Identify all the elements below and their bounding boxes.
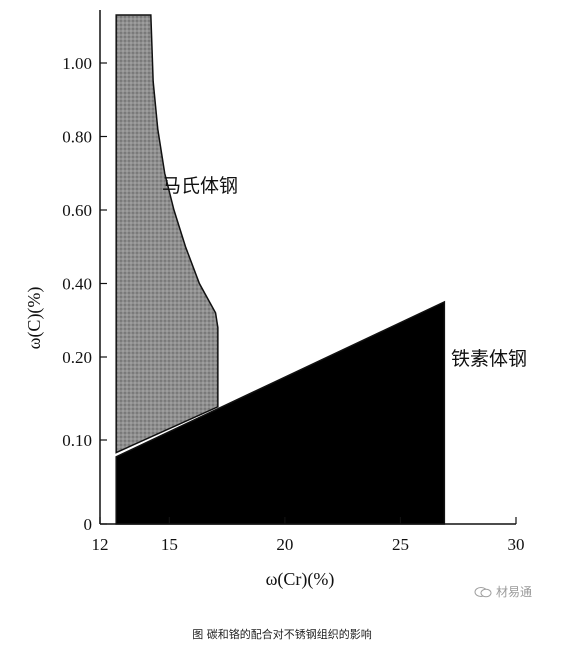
y-tick-label: 0.60 (62, 201, 92, 220)
y-axis-title: ω(C)(%) (24, 287, 45, 350)
x-ticks: 12 15 20 25 30 (92, 517, 525, 554)
watermark: 材易通 (474, 583, 532, 600)
y-ticks: 0 0.10 0.20 0.40 0.60 0.80 1.00 (62, 54, 107, 534)
watermark-text: 材易通 (496, 585, 533, 599)
region-label-ferritic: 铁素体钢 (451, 348, 527, 370)
x-tick-label: 30 (508, 535, 525, 554)
chart: 12 15 20 25 30 0 0.10 0.20 0.40 0.60 0.80 1.00 ω(C… (24, 10, 527, 590)
y-tick-label: 0.20 (62, 348, 92, 367)
martensitic-region (115, 14, 219, 454)
region-label-martensitic: 马氏体钢 (162, 175, 238, 197)
figure-caption: 图 碳和铬的配合对不锈钢组织的影响 (192, 628, 372, 641)
x-axis-title: ω(Cr)(%) (266, 569, 335, 590)
x-tick-label: 20 (276, 535, 293, 554)
x-tick-label: 25 (392, 535, 409, 554)
regions (115, 14, 446, 525)
y-tick-label: 0 (84, 515, 93, 534)
wechat-icon (474, 586, 492, 597)
x-tick-label: 12 (92, 535, 109, 554)
y-tick-label: 0.80 (62, 128, 92, 147)
y-tick-label: 0.40 (62, 275, 92, 294)
y-tick-label: 0.10 (62, 431, 92, 450)
x-tick-label: 15 (161, 535, 178, 554)
y-tick-label: 1.00 (62, 54, 92, 73)
